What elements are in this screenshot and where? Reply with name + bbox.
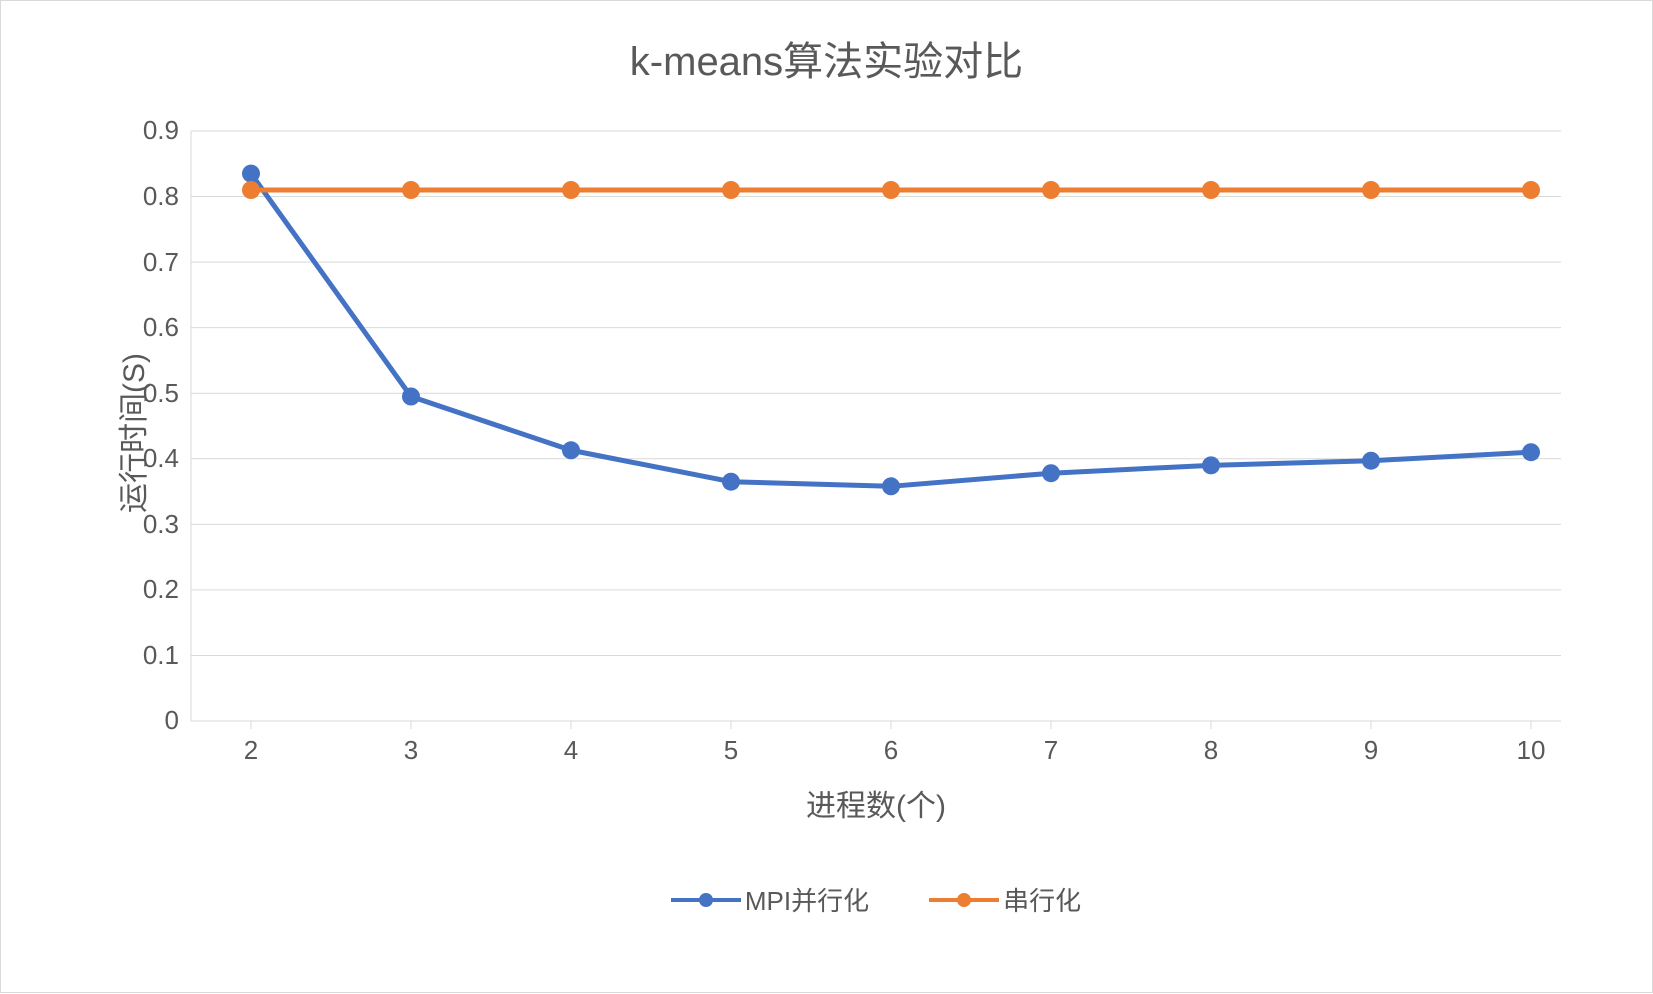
- series-marker: [882, 181, 900, 199]
- series-marker: [402, 181, 420, 199]
- series-marker: [1202, 456, 1220, 474]
- y-tick-label: 0: [165, 705, 179, 736]
- series-marker: [562, 181, 580, 199]
- y-tick-label: 0.3: [143, 509, 179, 540]
- x-tick-label: 7: [1031, 735, 1071, 766]
- legend-item: 串行化: [929, 881, 1081, 918]
- series-marker: [242, 181, 260, 199]
- series-marker: [1362, 181, 1380, 199]
- series-marker: [1042, 181, 1060, 199]
- x-tick-label: 5: [711, 735, 751, 766]
- chart-svg: [1, 1, 1653, 994]
- series-marker: [242, 165, 260, 183]
- y-tick-label: 0.9: [143, 115, 179, 146]
- y-tick-label: 0.1: [143, 640, 179, 671]
- series-marker: [1202, 181, 1220, 199]
- x-tick-label: 2: [231, 735, 271, 766]
- series-marker: [1362, 452, 1380, 470]
- y-tick-label: 0.2: [143, 574, 179, 605]
- legend-marker-icon: [699, 893, 713, 907]
- x-tick-label: 10: [1511, 735, 1551, 766]
- x-tick-label: 9: [1351, 735, 1391, 766]
- series-marker: [562, 441, 580, 459]
- legend: MPI并行化 串行化: [191, 881, 1561, 918]
- x-tick-label: 4: [551, 735, 591, 766]
- y-tick-label: 0.7: [143, 247, 179, 278]
- x-tick-label: 3: [391, 735, 431, 766]
- legend-label: MPI并行化: [745, 881, 869, 918]
- series-line: [251, 174, 1531, 487]
- y-tick-label: 0.8: [143, 181, 179, 212]
- series-marker: [1042, 464, 1060, 482]
- y-tick-label: 0.6: [143, 312, 179, 343]
- legend-line-icon: [929, 898, 999, 902]
- chart-container: k-means算法实验对比 运行时间(S) 进程数(个) MPI并行化串行化 0…: [0, 0, 1653, 993]
- series-marker: [722, 473, 740, 491]
- series-marker: [1522, 443, 1540, 461]
- series-marker: [402, 388, 420, 406]
- legend-marker-icon: [957, 893, 971, 907]
- y-tick-label: 0.5: [143, 378, 179, 409]
- x-tick-label: 6: [871, 735, 911, 766]
- legend-item: MPI并行化: [671, 881, 869, 918]
- series-marker: [1522, 181, 1540, 199]
- series-marker: [882, 477, 900, 495]
- x-tick-label: 8: [1191, 735, 1231, 766]
- legend-label: 串行化: [1003, 881, 1081, 918]
- series-marker: [722, 181, 740, 199]
- y-tick-label: 0.4: [143, 443, 179, 474]
- legend-line-icon: [671, 898, 741, 902]
